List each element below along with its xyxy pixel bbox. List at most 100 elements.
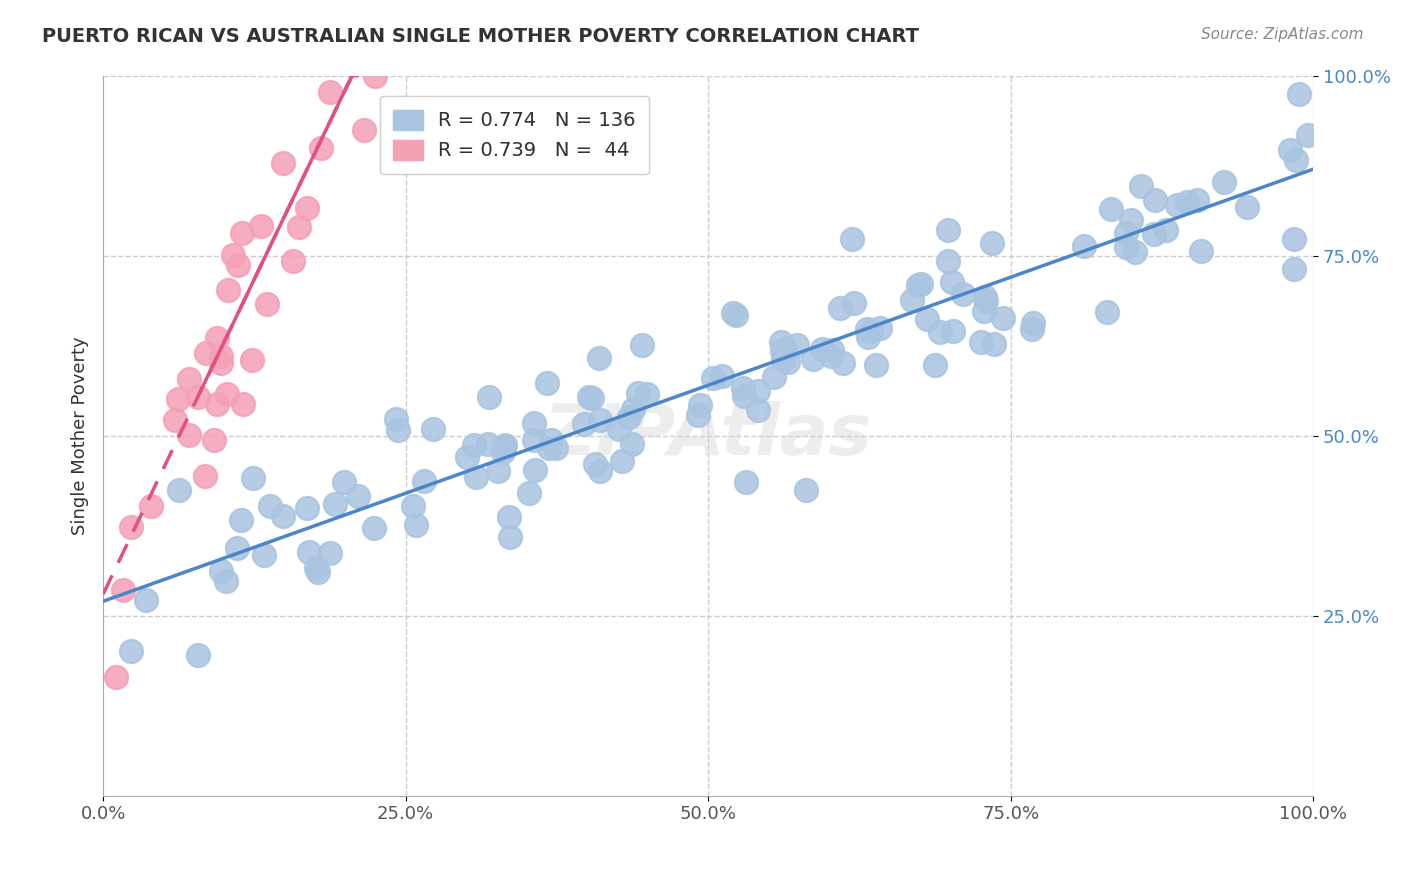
- Point: [1115, 226, 1137, 240]
- Point: [226, 258, 249, 272]
- Point: [733, 381, 755, 395]
- Point: [689, 398, 711, 412]
- Point: [385, 411, 408, 425]
- Point: [1185, 193, 1208, 207]
- Point: [1166, 198, 1188, 212]
- Point: [240, 353, 263, 368]
- Point: [924, 359, 946, 373]
- Text: ZIPAtlas: ZIPAtlas: [544, 401, 873, 470]
- Point: [630, 338, 652, 352]
- Point: [1143, 193, 1166, 207]
- Point: [205, 397, 228, 411]
- Point: [858, 330, 880, 344]
- Point: [910, 277, 932, 292]
- Point: [578, 391, 600, 405]
- Point: [610, 454, 633, 468]
- Point: [1143, 227, 1166, 242]
- Point: [387, 423, 409, 437]
- Point: [1099, 202, 1122, 216]
- Point: [394, 32, 416, 46]
- Point: [309, 141, 332, 155]
- Y-axis label: Single Mother Poverty: Single Mother Poverty: [72, 336, 89, 535]
- Point: [402, 499, 425, 513]
- Point: [976, 294, 998, 309]
- Point: [770, 335, 793, 350]
- Point: [456, 450, 478, 464]
- Point: [249, 219, 271, 233]
- Point: [1175, 195, 1198, 210]
- Point: [281, 253, 304, 268]
- Point: [786, 338, 808, 352]
- Point: [295, 501, 318, 516]
- Point: [325, 498, 347, 512]
- Point: [177, 372, 200, 386]
- Point: [464, 470, 486, 484]
- Point: [907, 278, 929, 293]
- Point: [941, 275, 963, 289]
- Point: [901, 293, 924, 308]
- Point: [486, 464, 509, 478]
- Point: [209, 349, 232, 363]
- Point: [686, 409, 709, 423]
- Point: [770, 344, 793, 359]
- Point: [494, 438, 516, 452]
- Point: [1282, 232, 1305, 246]
- Point: [546, 441, 568, 455]
- Point: [273, 156, 295, 170]
- Point: [391, 32, 413, 46]
- Point: [588, 464, 610, 478]
- Point: [378, 32, 401, 46]
- Point: [589, 413, 612, 427]
- Point: [209, 356, 232, 370]
- Point: [721, 306, 744, 320]
- Point: [860, 324, 883, 338]
- Point: [772, 352, 794, 367]
- Point: [253, 549, 276, 563]
- Point: [194, 469, 217, 483]
- Point: [1097, 305, 1119, 319]
- Point: [232, 397, 254, 411]
- Point: [991, 310, 1014, 325]
- Point: [492, 440, 515, 454]
- Point: [856, 321, 879, 335]
- Point: [120, 644, 142, 658]
- Point: [319, 546, 342, 560]
- Point: [405, 518, 427, 533]
- Point: [271, 508, 294, 523]
- Point: [499, 530, 522, 544]
- Point: [350, 32, 373, 46]
- Point: [387, 32, 409, 46]
- Point: [305, 561, 328, 575]
- Legend: R = 0.774   N = 136, R = 0.739   N =  44: R = 0.774 N = 136, R = 0.739 N = 44: [380, 96, 650, 174]
- Point: [928, 325, 950, 339]
- Point: [165, 413, 187, 427]
- Point: [1213, 175, 1236, 189]
- Point: [983, 337, 1005, 351]
- Text: PUERTO RICAN VS AUSTRALIAN SINGLE MOTHER POVERTY CORRELATION CHART: PUERTO RICAN VS AUSTRALIAN SINGLE MOTHER…: [42, 27, 920, 45]
- Point: [627, 385, 650, 400]
- Point: [1282, 262, 1305, 277]
- Point: [211, 564, 233, 578]
- Point: [477, 437, 499, 451]
- Point: [346, 490, 368, 504]
- Point: [811, 343, 834, 357]
- Point: [205, 331, 228, 345]
- Point: [1115, 240, 1137, 254]
- Point: [702, 370, 724, 384]
- Point: [166, 392, 188, 407]
- Point: [536, 376, 558, 390]
- Point: [1189, 244, 1212, 259]
- Point: [747, 402, 769, 417]
- Point: [636, 386, 658, 401]
- Point: [217, 283, 239, 297]
- Point: [538, 441, 561, 455]
- Point: [820, 349, 842, 363]
- Point: [112, 583, 135, 598]
- Point: [981, 235, 1004, 250]
- Point: [841, 232, 863, 246]
- Point: [776, 355, 799, 369]
- Point: [621, 437, 644, 451]
- Point: [1073, 238, 1095, 252]
- Point: [936, 223, 959, 237]
- Point: [540, 434, 562, 448]
